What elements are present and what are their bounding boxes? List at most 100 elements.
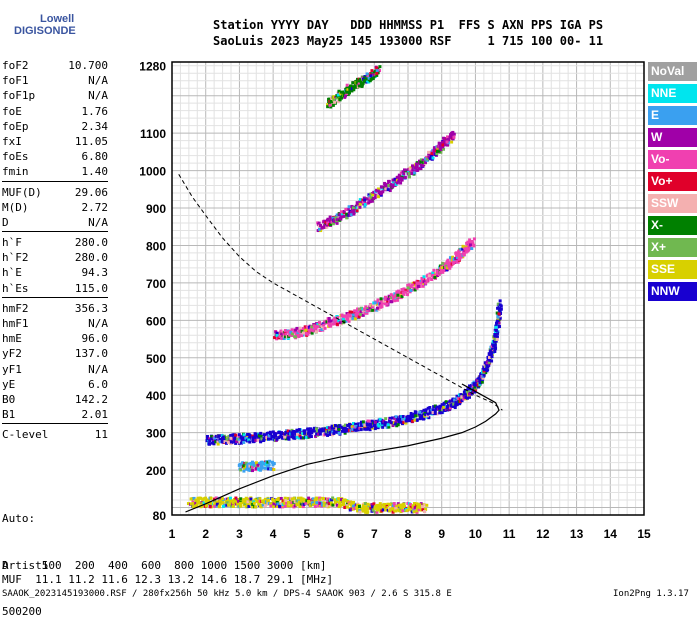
echo-mark — [354, 312, 358, 316]
echo-mark — [358, 84, 362, 88]
echo-mark — [472, 380, 476, 384]
echo-mark — [323, 497, 327, 501]
echo-mark — [428, 409, 432, 413]
echo-mark — [454, 257, 458, 261]
echo-mark — [350, 213, 354, 217]
echo-mark — [217, 434, 221, 438]
echo-mark — [225, 501, 229, 505]
echo-mark — [277, 430, 281, 434]
echo-mark — [220, 497, 224, 501]
echo-mark — [393, 416, 397, 420]
echo-mark — [284, 499, 288, 503]
echo-mark — [295, 432, 299, 436]
echo-mark — [496, 306, 500, 310]
echo-mark — [286, 336, 290, 340]
echo-mark — [350, 503, 354, 507]
echo-mark — [351, 504, 355, 508]
echo-mark — [208, 439, 212, 443]
param-name: hmE — [2, 332, 22, 346]
echo-mark — [395, 298, 399, 302]
echo-mark — [341, 500, 345, 504]
echo-mark — [298, 326, 302, 330]
echo-mark — [329, 99, 333, 103]
echo-mark — [382, 301, 386, 305]
echo-mark — [418, 505, 422, 509]
param-row: B0 142.2 — [2, 392, 108, 407]
echo-mark — [489, 350, 493, 354]
echo-mark — [233, 435, 237, 439]
echo-mark — [468, 384, 472, 388]
echo-mark — [314, 330, 318, 334]
echo-mark — [491, 346, 495, 350]
echo-mark — [296, 496, 300, 500]
x-tick-label: 1 — [169, 527, 176, 541]
echo-mark — [362, 202, 366, 206]
echo-mark — [497, 312, 501, 316]
echo-mark — [241, 501, 245, 505]
echo-mark — [474, 383, 478, 387]
echo-mark — [464, 394, 468, 398]
echo-mark — [301, 505, 305, 509]
echo-mark — [457, 253, 461, 257]
echo-mark — [452, 132, 456, 136]
echo-mark — [352, 211, 356, 215]
echo-mark — [350, 425, 354, 429]
echo-mark — [339, 90, 343, 94]
echo-mark — [415, 502, 419, 506]
echo-mark — [376, 187, 380, 191]
echo-mark — [464, 395, 468, 399]
echo-mark — [495, 311, 499, 315]
echo-mark — [363, 202, 367, 206]
echo-mark — [379, 297, 383, 301]
echo-mark — [205, 434, 209, 438]
echo-mark — [394, 507, 398, 511]
echo-mark — [257, 502, 261, 506]
echo-mark — [418, 415, 422, 419]
echo-mark — [337, 497, 341, 501]
echo-mark — [481, 376, 485, 380]
echo-mark — [301, 331, 305, 335]
echo-mark — [396, 293, 400, 297]
echo-mark — [242, 466, 246, 470]
echo-mark — [377, 424, 381, 428]
echo-mark — [239, 497, 243, 501]
echo-mark — [402, 168, 406, 172]
legend-item: SSW — [648, 194, 697, 213]
echo-mark — [290, 328, 294, 332]
echo-mark — [384, 417, 388, 421]
footer-muf-row: MUF 11.1 11.2 11.6 12.3 13.2 14.6 18.7 2… — [2, 573, 334, 586]
echo-mark — [345, 90, 349, 94]
echo-mark — [422, 417, 426, 421]
echo-mark — [342, 425, 346, 429]
logo-digisonde: DIGISONDE — [14, 25, 76, 37]
echo-mark — [234, 433, 238, 437]
echo-mark — [442, 408, 446, 412]
echo-mark — [355, 81, 359, 85]
echo-mark — [276, 502, 280, 506]
echo-mark — [388, 419, 392, 423]
echo-mark — [478, 380, 482, 384]
echo-mark — [318, 501, 322, 505]
param-name: foF1p — [2, 89, 36, 103]
echo-mark — [310, 331, 314, 335]
echo-mark — [343, 423, 347, 427]
echo-mark — [195, 503, 199, 507]
echo-mark — [304, 331, 308, 335]
echo-mark — [419, 508, 423, 512]
echo-mark — [347, 312, 351, 316]
scaled-parameters: foF2 10.700 foF1 N/A foF1p N/A foE 1.76 foEp 2.34… — [2, 58, 108, 443]
echo-mark — [405, 508, 409, 512]
echo-mark — [320, 226, 324, 230]
echo-mark — [461, 247, 465, 251]
echo-mark — [285, 501, 289, 505]
echo-mark — [470, 247, 474, 251]
echo-mark — [387, 183, 391, 187]
echo-mark — [395, 505, 399, 509]
echo-mark — [302, 498, 306, 502]
echo-mark — [260, 466, 264, 470]
echo-mark — [247, 468, 251, 472]
echo-mark — [343, 431, 347, 435]
echo-mark — [268, 459, 272, 463]
y-tick-label: 1280 — [139, 60, 166, 74]
echo-mark — [377, 307, 381, 311]
